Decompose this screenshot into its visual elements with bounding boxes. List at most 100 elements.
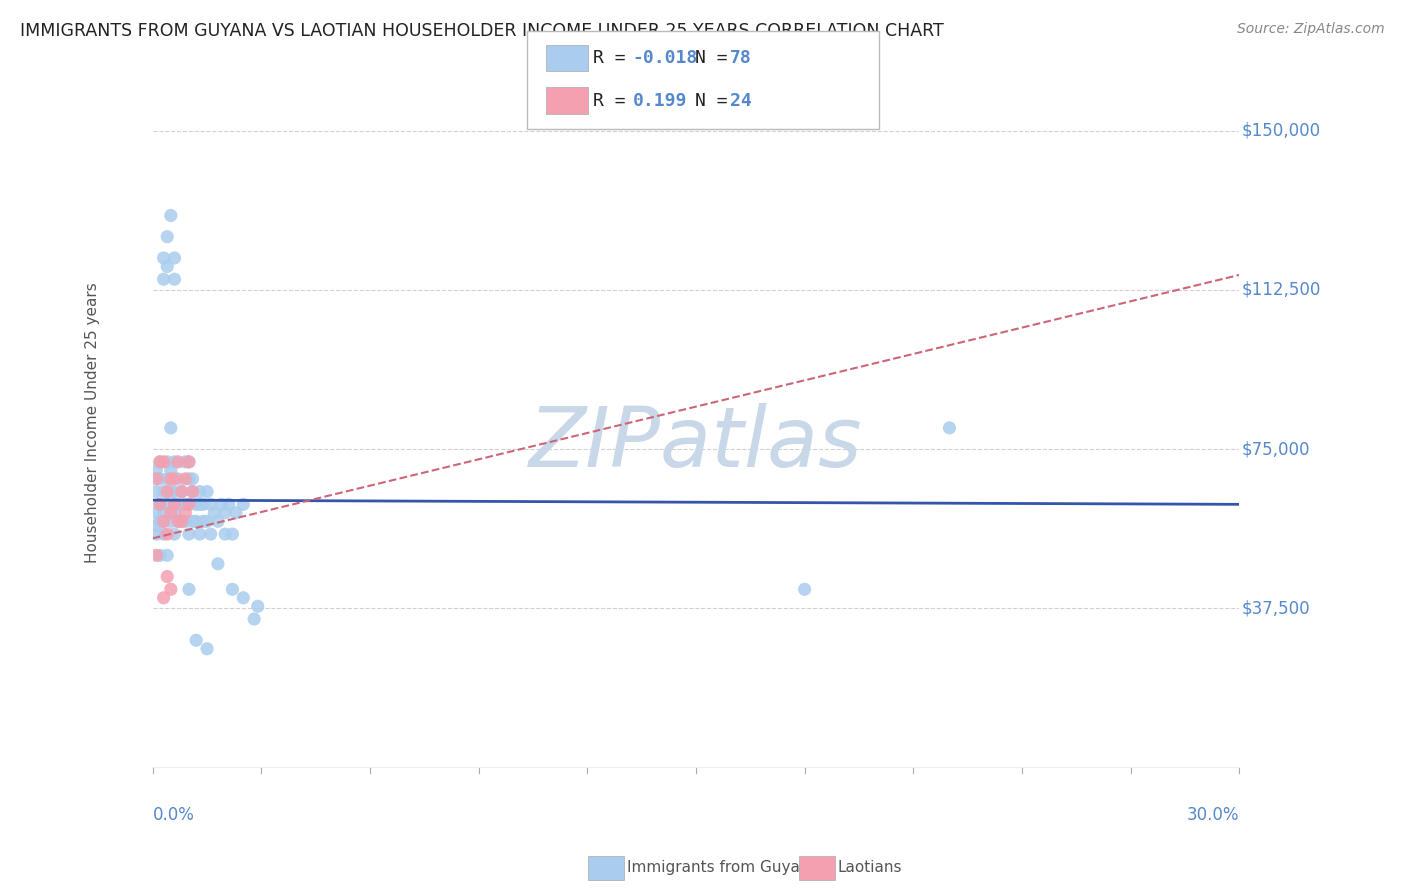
Point (156, 569, 179, 583)
Point (174, 455, 197, 469)
Point (160, 506, 183, 520)
Point (145, 484, 167, 499)
Text: 24: 24 (730, 92, 751, 110)
Point (156, 229, 179, 244)
Point (246, 599, 269, 614)
Point (156, 472, 179, 486)
Point (177, 527, 200, 541)
Point (149, 455, 172, 469)
Text: N =: N = (695, 92, 738, 110)
Text: $112,500: $112,500 (1241, 281, 1320, 299)
Text: 0.199: 0.199 (633, 92, 688, 110)
Point (163, 484, 186, 499)
Point (167, 497, 190, 511)
Point (188, 497, 211, 511)
Point (170, 484, 193, 499)
Point (163, 455, 186, 469)
Point (177, 582, 200, 597)
Point (160, 421, 183, 435)
Point (152, 514, 174, 528)
Text: Laotians: Laotians (838, 860, 903, 874)
Point (149, 514, 172, 528)
Point (149, 455, 172, 469)
Point (181, 472, 204, 486)
Point (195, 514, 218, 528)
Point (225, 506, 247, 520)
Point (152, 272, 174, 286)
Point (145, 463, 167, 477)
Point (200, 497, 222, 511)
Point (938, 421, 960, 435)
Point (149, 472, 172, 486)
Point (181, 484, 204, 499)
Point (152, 591, 174, 605)
Text: $37,500: $37,500 (1241, 599, 1310, 617)
Point (152, 484, 174, 499)
Point (177, 455, 200, 469)
Point (163, 272, 186, 286)
Point (207, 514, 229, 528)
Point (232, 591, 254, 605)
Point (152, 506, 174, 520)
Point (218, 497, 240, 511)
Point (174, 506, 197, 520)
Point (193, 514, 215, 528)
Point (174, 472, 197, 486)
Point (156, 455, 179, 469)
Point (232, 497, 254, 511)
Point (152, 514, 174, 528)
Point (200, 527, 222, 541)
Point (221, 582, 243, 597)
Text: Source: ZipAtlas.com: Source: ZipAtlas.com (1237, 22, 1385, 37)
Point (186, 514, 208, 528)
Point (163, 506, 186, 520)
Point (214, 527, 236, 541)
Text: ZIPatlas: ZIPatlas (529, 403, 863, 483)
Text: $150,000: $150,000 (1241, 121, 1320, 139)
Point (160, 484, 183, 499)
Point (145, 518, 167, 533)
Point (163, 497, 186, 511)
Text: Immigrants from Guyana: Immigrants from Guyana (627, 860, 818, 874)
Point (167, 514, 190, 528)
Point (160, 463, 183, 477)
Point (174, 514, 197, 528)
Text: R =: R = (593, 92, 648, 110)
Point (177, 497, 200, 511)
Point (160, 472, 183, 486)
Point (195, 641, 218, 656)
Point (156, 527, 179, 541)
Text: IMMIGRANTS FROM GUYANA VS LAOTIAN HOUSEHOLDER INCOME UNDER 25 YEARS CORRELATION : IMMIGRANTS FROM GUYANA VS LAOTIAN HOUSEH… (20, 22, 943, 40)
Point (170, 514, 193, 528)
Point (177, 455, 200, 469)
Point (156, 484, 179, 499)
Point (167, 455, 190, 469)
Point (193, 497, 215, 511)
Text: Householder Income Under 25 years: Householder Income Under 25 years (86, 282, 100, 563)
Text: R =: R = (593, 49, 637, 67)
Text: 30.0%: 30.0% (1187, 805, 1239, 823)
Point (163, 251, 186, 265)
Point (156, 549, 179, 563)
Point (170, 484, 193, 499)
Point (170, 514, 193, 528)
Point (188, 527, 211, 541)
Point (174, 497, 197, 511)
Point (149, 549, 172, 563)
Point (181, 514, 204, 528)
Text: 78: 78 (730, 49, 751, 67)
Point (160, 582, 183, 597)
Text: 0.0%: 0.0% (153, 805, 194, 823)
Point (243, 612, 266, 626)
Point (163, 527, 186, 541)
Point (188, 484, 211, 499)
Point (181, 484, 204, 499)
Point (163, 472, 186, 486)
Point (202, 506, 225, 520)
Text: -0.018: -0.018 (633, 49, 697, 67)
Point (156, 497, 179, 511)
Point (152, 527, 174, 541)
Text: N =: N = (695, 49, 738, 67)
Point (211, 497, 233, 511)
Point (160, 209, 183, 223)
